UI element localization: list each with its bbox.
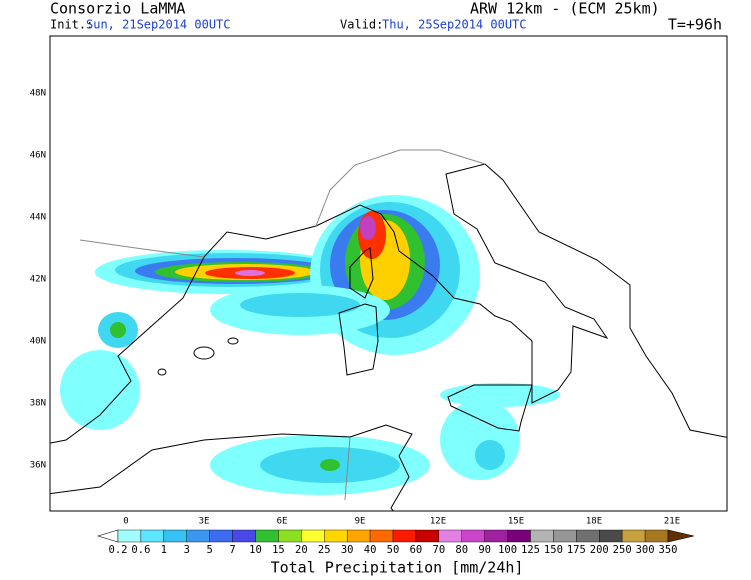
lat-label: 42N (30, 275, 46, 285)
colorbar-label: 7 (229, 544, 235, 556)
borders (79, 149, 486, 501)
lat-label: 46N (30, 151, 46, 161)
lon-label: 9E (355, 517, 366, 527)
colorbar-box (232, 529, 256, 543)
colorbar-label: 40 (364, 544, 377, 556)
colorbar-label: 350 (659, 544, 678, 556)
colorbar-label: 3 (184, 544, 190, 556)
map-area (50, 149, 727, 511)
colorbar-label: 60 (410, 544, 423, 556)
title: Consorzio LaMMA (50, 0, 185, 18)
precipitation-field (60, 195, 560, 495)
colorbar-box (461, 529, 485, 543)
map-frame (49, 35, 728, 512)
colorbar-label: 1 (161, 544, 167, 556)
valid-time: Thu, 25Sep2014 00UTC (382, 18, 527, 32)
colorbar-box (576, 529, 600, 543)
colorbar-box (553, 529, 577, 543)
colorbar-label: 10 (249, 544, 262, 556)
colorbar-label: 30 (341, 544, 354, 556)
colorbar-box (438, 529, 462, 543)
colorbar-label: 0.2 (109, 544, 128, 556)
colorbar-label: 175 (567, 544, 586, 556)
lon-label: 15E (508, 517, 524, 527)
colorbar-box (278, 529, 302, 543)
lon-label: 12E (430, 517, 446, 527)
colorbar-label: 250 (613, 544, 632, 556)
colorbar-box (209, 529, 233, 543)
colorbar-label: 300 (636, 544, 655, 556)
lon-label: 21E (664, 517, 680, 527)
colorbar-box (369, 529, 394, 543)
colorbar-high-triangle (667, 529, 695, 543)
colorbar-box (117, 529, 142, 543)
colorbar-label: 0.6 (131, 544, 150, 556)
lead-time: T=+96h (668, 16, 722, 34)
colorbar-box (599, 529, 623, 543)
colorbar-label: 100 (498, 544, 517, 556)
colorbar-box (140, 529, 165, 543)
colorbar-label: 200 (590, 544, 609, 556)
colorbar-box (507, 529, 531, 543)
colorbar-label: 15 (272, 544, 285, 556)
lat-label: 40N (30, 337, 46, 347)
colorbar-label: 5 (207, 544, 213, 556)
init-label: Init.: (50, 18, 93, 32)
colorbar-box (621, 529, 646, 543)
colorbar-title: Total Precipitation [mm/24h] (271, 559, 524, 577)
lat-label: 36N (30, 461, 46, 471)
colorbar-box (415, 529, 440, 543)
lon-label: 18E (586, 517, 602, 527)
colorbar-label: 150 (544, 544, 563, 556)
lat-label: 44N (30, 213, 46, 223)
colorbar-label: 50 (387, 544, 400, 556)
init-time: Sun, 21Sep2014 00UTC (86, 18, 231, 32)
colorbar-box (644, 529, 669, 543)
lon-label: 0 (123, 517, 128, 527)
lat-label: 38N (30, 399, 46, 409)
valid-label: Valid: (340, 18, 383, 32)
lon-label: 6E (277, 517, 288, 527)
colorbar-label: 80 (455, 544, 468, 556)
colorbar-box (346, 529, 371, 543)
colorbar-box (186, 529, 210, 543)
colorbar-box (324, 529, 348, 543)
lat-label: 48N (30, 89, 46, 99)
colorbar-box (255, 529, 279, 543)
colorbar-label: 90 (478, 544, 491, 556)
colorbar-box (301, 529, 325, 543)
colorbar-box (392, 529, 417, 543)
colorbar-low-triangle (96, 529, 119, 543)
lon-label: 3E (199, 517, 210, 527)
colorbar-label: 20 (295, 544, 308, 556)
colorbar-box (163, 529, 187, 543)
colorbar-box (530, 529, 554, 543)
colorbar-box (484, 529, 508, 543)
colorbar-label: 125 (521, 544, 540, 556)
colorbar-label: 70 (433, 544, 446, 556)
coastlines (50, 163, 727, 511)
model: ARW 12km - (ECM 25km) (470, 0, 660, 18)
colorbar-label: 25 (318, 544, 331, 556)
